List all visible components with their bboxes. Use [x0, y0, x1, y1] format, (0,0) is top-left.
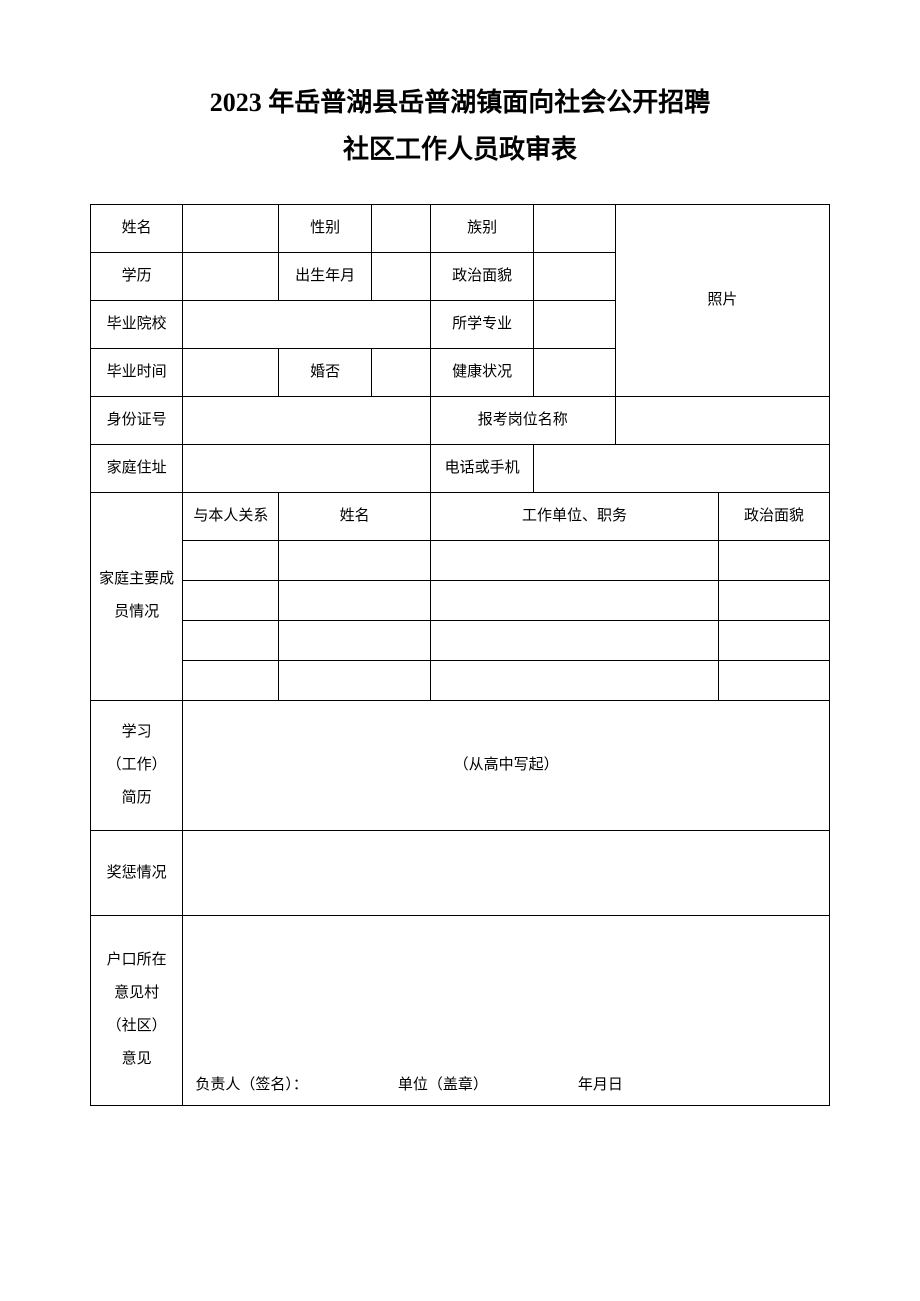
- row-resume: 学习 （工作） 简历 （从高中写起）: [91, 700, 830, 830]
- value-address: [183, 444, 431, 492]
- family-4-work: [430, 660, 718, 700]
- row-opinion: 户口所在 意见村 （社区） 意见 负责人（签名）： 单位（盖章） 年月日: [91, 915, 830, 1105]
- stamp-label: 单位（盖章）: [398, 1073, 488, 1097]
- label-family: 家庭主要成员情况: [91, 492, 183, 700]
- title-line-2: 社区工作人员政审表: [90, 127, 830, 174]
- value-name: [183, 204, 279, 252]
- family-3-relation: [183, 620, 279, 660]
- row-family-4: [91, 660, 830, 700]
- value-health: [534, 348, 615, 396]
- value-opinion: 负责人（签名）： 单位（盖章） 年月日: [183, 915, 830, 1105]
- label-birthdate: 出生年月: [279, 252, 371, 300]
- value-reward: [183, 830, 830, 915]
- value-birthdate: [371, 252, 430, 300]
- family-3-name: [279, 620, 430, 660]
- label-relation: 与本人关系: [183, 492, 279, 540]
- family-4-relation: [183, 660, 279, 700]
- label-work-unit: 工作单位、职务: [430, 492, 718, 540]
- row-name: 姓名 性别 族别 照片: [91, 204, 830, 252]
- value-major: [534, 300, 615, 348]
- label-family-name: 姓名: [279, 492, 430, 540]
- label-family-political: 政治面貌: [719, 492, 830, 540]
- family-4-political: [719, 660, 830, 700]
- signer-label: 负责人（签名）：: [195, 1073, 308, 1097]
- row-family-1: [91, 540, 830, 580]
- label-name: 姓名: [91, 204, 183, 252]
- label-opinion: 户口所在 意见村 （社区） 意见: [91, 915, 183, 1105]
- family-4-name: [279, 660, 430, 700]
- label-position: 报考岗位名称: [430, 396, 615, 444]
- value-political: [534, 252, 615, 300]
- family-1-work: [430, 540, 718, 580]
- label-phone: 电话或手机: [430, 444, 533, 492]
- family-1-relation: [183, 540, 279, 580]
- row-family-2: [91, 580, 830, 620]
- family-3-political: [719, 620, 830, 660]
- label-idnumber: 身份证号: [91, 396, 183, 444]
- row-family-3: [91, 620, 830, 660]
- family-2-name: [279, 580, 430, 620]
- label-resume: 学习 （工作） 简历: [91, 700, 183, 830]
- title-line-1: 2023 年岳普湖县岳普湖镇面向社会公开招聘: [90, 80, 830, 127]
- value-school: [183, 300, 431, 348]
- family-2-work: [430, 580, 718, 620]
- value-graddate: [183, 348, 279, 396]
- opinion-signature-line: 负责人（签名）： 单位（盖章） 年月日: [195, 1073, 817, 1097]
- value-ethnicity: [534, 204, 615, 252]
- date-label: 年月日: [578, 1073, 623, 1097]
- row-reward: 奖惩情况: [91, 830, 830, 915]
- value-resume: （从高中写起）: [183, 700, 830, 830]
- label-health: 健康状况: [430, 348, 533, 396]
- application-form-table: 姓名 性别 族别 照片 学历 出生年月 政治面貌 毕业院校 所学专业 毕业时间 …: [90, 204, 830, 1106]
- value-education: [183, 252, 279, 300]
- family-2-political: [719, 580, 830, 620]
- family-1-name: [279, 540, 430, 580]
- label-graddate: 毕业时间: [91, 348, 183, 396]
- value-marital: [371, 348, 430, 396]
- form-title: 2023 年岳普湖县岳普湖镇面向社会公开招聘 社区工作人员政审表: [90, 80, 830, 174]
- label-reward: 奖惩情况: [91, 830, 183, 915]
- label-education: 学历: [91, 252, 183, 300]
- label-gender: 性别: [279, 204, 371, 252]
- label-ethnicity: 族别: [430, 204, 533, 252]
- row-idnumber: 身份证号 报考岗位名称: [91, 396, 830, 444]
- label-marital: 婚否: [279, 348, 371, 396]
- value-phone: [534, 444, 830, 492]
- label-major: 所学专业: [430, 300, 533, 348]
- photo-cell: 照片: [615, 204, 829, 396]
- row-family-header: 家庭主要成员情况 与本人关系 姓名 工作单位、职务 政治面貌: [91, 492, 830, 540]
- row-address: 家庭住址 电话或手机: [91, 444, 830, 492]
- family-2-relation: [183, 580, 279, 620]
- family-3-work: [430, 620, 718, 660]
- value-gender: [371, 204, 430, 252]
- label-address: 家庭住址: [91, 444, 183, 492]
- value-position: [615, 396, 829, 444]
- family-1-political: [719, 540, 830, 580]
- value-idnumber: [183, 396, 431, 444]
- label-school: 毕业院校: [91, 300, 183, 348]
- label-political: 政治面貌: [430, 252, 533, 300]
